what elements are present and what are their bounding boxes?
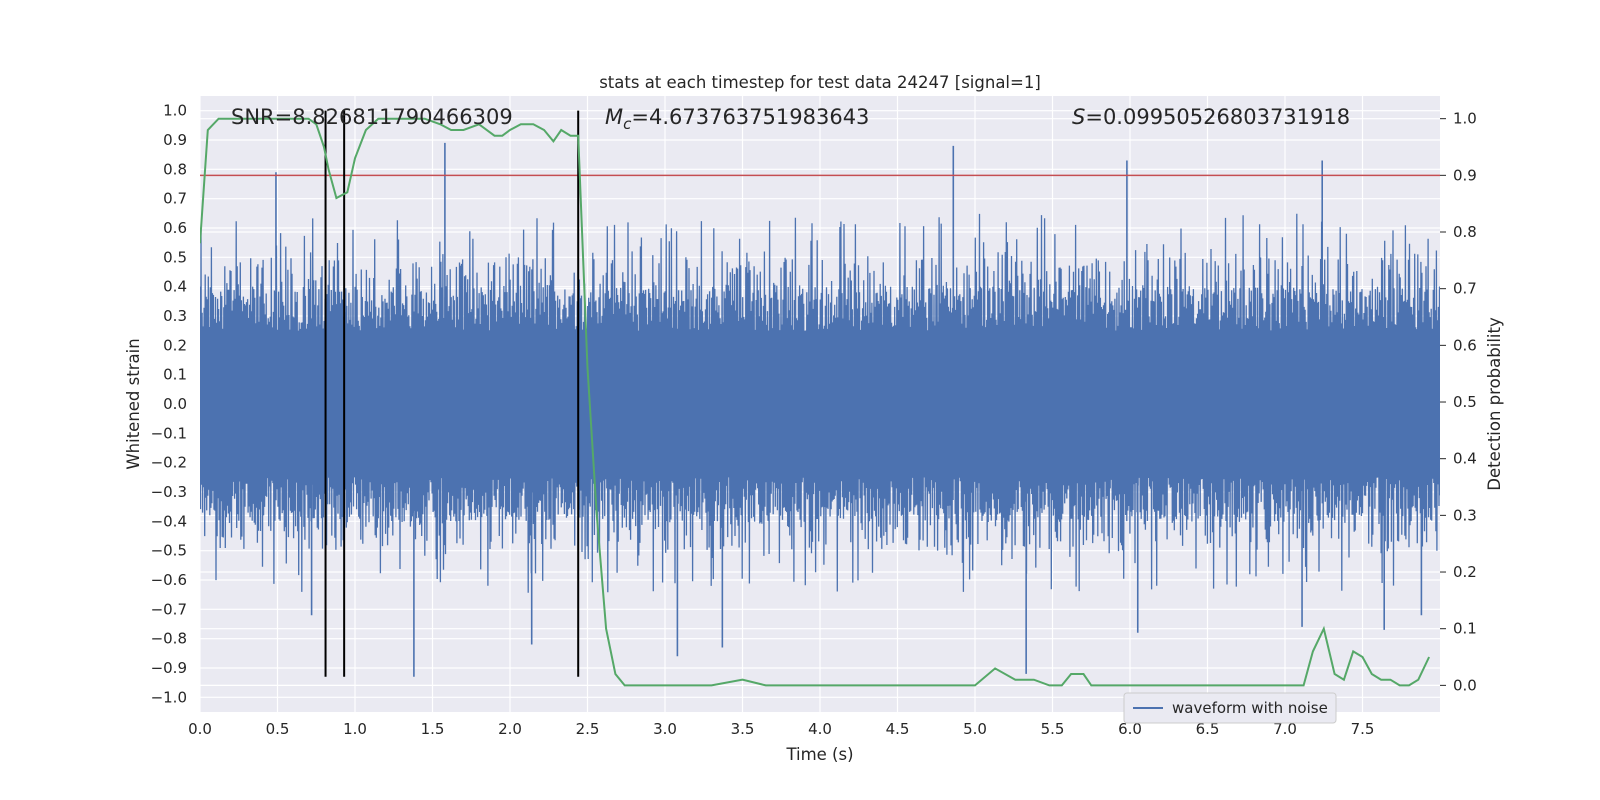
x-tick-label: 3.0 xyxy=(653,720,677,738)
probability-curve xyxy=(200,117,1431,687)
x-tick-label: 1.5 xyxy=(421,720,445,738)
y-tick-label: 1.0 xyxy=(163,102,187,120)
y2-tick-label: 0.6 xyxy=(1453,336,1477,354)
y2-axis-label: Detection probability xyxy=(1485,317,1504,491)
x-tick-label: 0.0 xyxy=(188,720,212,738)
y-tick-labels: −1.0 −0.9 −0.8 −0.7 −0.6 −0.5 −0.4 −0.3 −0.2 −0.1… xyxy=(151,102,187,707)
x-tick-label: 6.5 xyxy=(1196,720,1220,738)
x-axis-label: Time (s) xyxy=(785,745,853,764)
y-tick-label: −0.8 xyxy=(151,630,187,648)
x-tick-label: 5.0 xyxy=(963,720,987,738)
y-tick-label: 0.3 xyxy=(163,307,187,325)
y-tick-label: 0.1 xyxy=(163,366,187,384)
y-tick-label: −0.3 xyxy=(151,483,187,501)
y-tick-label: 0.9 xyxy=(163,131,187,149)
y2-tick-label: 0.9 xyxy=(1453,166,1477,184)
probability-series xyxy=(200,117,1431,687)
y-tick-label: −0.6 xyxy=(151,571,187,589)
y-tick-label: −0.2 xyxy=(151,454,187,472)
y-tick-label: 0.5 xyxy=(163,248,187,266)
y-tick-label: −0.7 xyxy=(151,600,187,618)
y-tick-label: −0.4 xyxy=(151,512,187,530)
legend: waveform with noise xyxy=(1123,692,1337,724)
y2-tick-label: 0.4 xyxy=(1453,450,1477,468)
chirp-mass-value: =4.673763751983643 xyxy=(631,105,869,129)
y2-tick-label: 0.1 xyxy=(1453,620,1477,638)
y-tick-label: 0.4 xyxy=(163,278,187,296)
y-tick-label: 0.7 xyxy=(163,190,187,208)
waveform-trace xyxy=(200,213,1440,593)
s-value: =0.09950526803731918 xyxy=(1085,105,1350,129)
x-tick-label: 1.0 xyxy=(343,720,367,738)
x-tick-label: 6.0 xyxy=(1118,720,1142,738)
y-tick-label: −1.0 xyxy=(151,688,187,706)
x-tick-label: 7.5 xyxy=(1351,720,1375,738)
y-tick-label: 0.8 xyxy=(163,160,187,178)
s-annotation: S=0.09950526803731918 xyxy=(1072,105,1350,129)
x-tick-label: 4.5 xyxy=(886,720,910,738)
chart-title: stats at each timestep for test data 242… xyxy=(599,73,1041,92)
y-tick-label: −0.1 xyxy=(151,424,187,442)
y2-tick-label: 0.3 xyxy=(1453,506,1477,524)
y-tick-label: 0.2 xyxy=(163,336,187,354)
s-symbol: S xyxy=(1072,105,1085,129)
y2-tick-label: 0.7 xyxy=(1453,280,1477,298)
y-tick-label: 0.0 xyxy=(163,395,187,413)
x-tick-label: 5.5 xyxy=(1041,720,1065,738)
x-tick-labels: 0.0 0.5 1.0 1.5 2.0 2.5 3.0 3.5 4.0 4.5 5.0 5.5 6.0 6… xyxy=(188,720,1374,738)
y2-tick-label: 1.0 xyxy=(1453,110,1477,128)
y-tick-label: 0.6 xyxy=(163,219,187,237)
waveform-series xyxy=(200,142,1440,677)
y-tick-label: −0.9 xyxy=(151,659,187,677)
x-tick-label: 0.5 xyxy=(266,720,290,738)
x-tick-label: 2.5 xyxy=(576,720,600,738)
x-tick-label: 3.5 xyxy=(731,720,755,738)
x-tick-label: 4.0 xyxy=(808,720,832,738)
chirp-mass-subscript: c xyxy=(623,115,632,133)
y2-tick-labels: 0.0 0.1 0.2 0.3 0.4 0.5 0.6 0.7 0.8 0.9 1.0 xyxy=(1440,110,1477,694)
y2-tick-label: 0.8 xyxy=(1453,223,1477,241)
legend-label: waveform with noise xyxy=(1172,699,1328,717)
y2-tick-label: 0.5 xyxy=(1453,393,1477,411)
x-tick-label: 2.0 xyxy=(498,720,522,738)
y-axis-label: Whitened strain xyxy=(124,338,143,469)
chirp-mass-annotation: Mc=4.673763751983643 xyxy=(605,105,869,133)
y2-tick-label: 0.0 xyxy=(1453,676,1477,694)
x-tick-label: 7.0 xyxy=(1273,720,1297,738)
chirp-mass-symbol: M xyxy=(605,105,623,129)
vertical-markers xyxy=(324,110,580,677)
y-tick-label: −0.5 xyxy=(151,542,187,560)
snr-annotation: SNR=8.826811790466309 xyxy=(231,105,513,129)
y2-tick-label: 0.2 xyxy=(1453,563,1477,581)
legend-box xyxy=(1123,692,1337,724)
